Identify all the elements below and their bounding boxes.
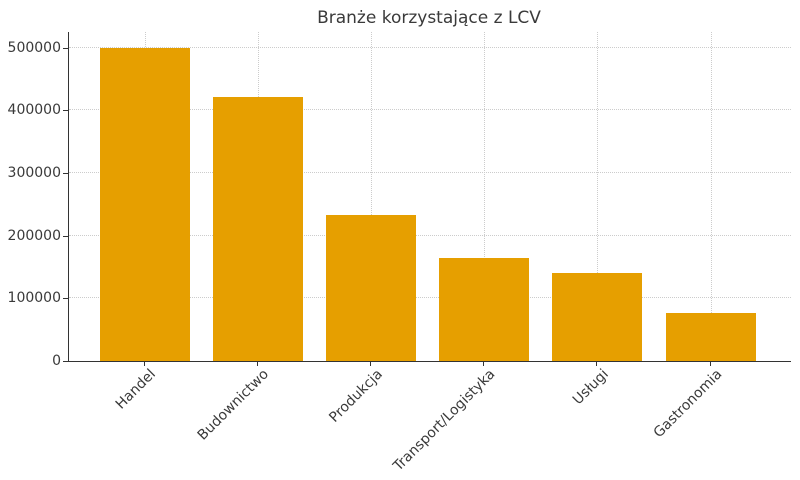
gridline-x-produkcja (370, 32, 372, 361)
y-tick-label-400000: 400000 (7, 102, 61, 119)
x-tick-label-gastronomia: Gastronomia (650, 366, 726, 442)
x-tick-label-produkcja: Produkcja (325, 366, 386, 426)
plot-area (68, 32, 791, 362)
gridline-y-300000 (69, 172, 791, 173)
y-tick-mark-500000 (63, 47, 68, 49)
x-tick-label-us-ugi: Usługi (570, 366, 612, 409)
x-tick-mark-us-ugi (596, 362, 598, 366)
y-tick-label-500000: 500000 (7, 39, 61, 56)
gridline-y-500000 (69, 46, 791, 48)
y-tick-label-0: 0 (52, 353, 61, 369)
x-tick-label-handel: Handel (112, 366, 160, 413)
x-tick-label-budownictwo: Budownictwo (194, 366, 273, 444)
gridline-y-100000 (69, 297, 791, 299)
x-tick-mark-budownictwo (256, 362, 258, 366)
x-tick-mark-handel (143, 362, 145, 366)
gridline-x-transport-logistyka (484, 32, 486, 361)
gridline-x-gastronomia (710, 32, 712, 361)
y-tick-mark-0 (63, 361, 68, 362)
bar-gastronomia (665, 313, 756, 361)
gridline-x-us-ugi (597, 32, 599, 361)
bar-budownictwo (212, 97, 303, 361)
x-tick-label-transport-logistyka: Transport/Logistyka (390, 366, 499, 475)
bar-us-ugi (552, 273, 643, 361)
y-tick-label-200000: 200000 (7, 227, 61, 244)
y-tick-mark-100000 (63, 298, 68, 300)
x-tick-mark-produkcja (369, 362, 371, 366)
chart-title: Branże korzystające z LCV (317, 8, 541, 28)
x-tick-mark-transport-logistyka (483, 362, 485, 366)
y-tick-label-300000: 300000 (7, 165, 61, 181)
y-tick-mark-200000 (63, 235, 68, 237)
bar-transport-logistyka (439, 257, 530, 361)
gridline-y-200000 (69, 234, 791, 236)
y-tick-mark-400000 (63, 110, 68, 112)
y-tick-mark-300000 (63, 173, 68, 174)
gridline-y-400000 (69, 109, 791, 111)
x-tick-mark-gastronomia (709, 362, 711, 366)
y-tick-label-100000: 100000 (7, 290, 61, 307)
bar-handel (99, 47, 190, 361)
bar-produkcja (325, 215, 416, 361)
